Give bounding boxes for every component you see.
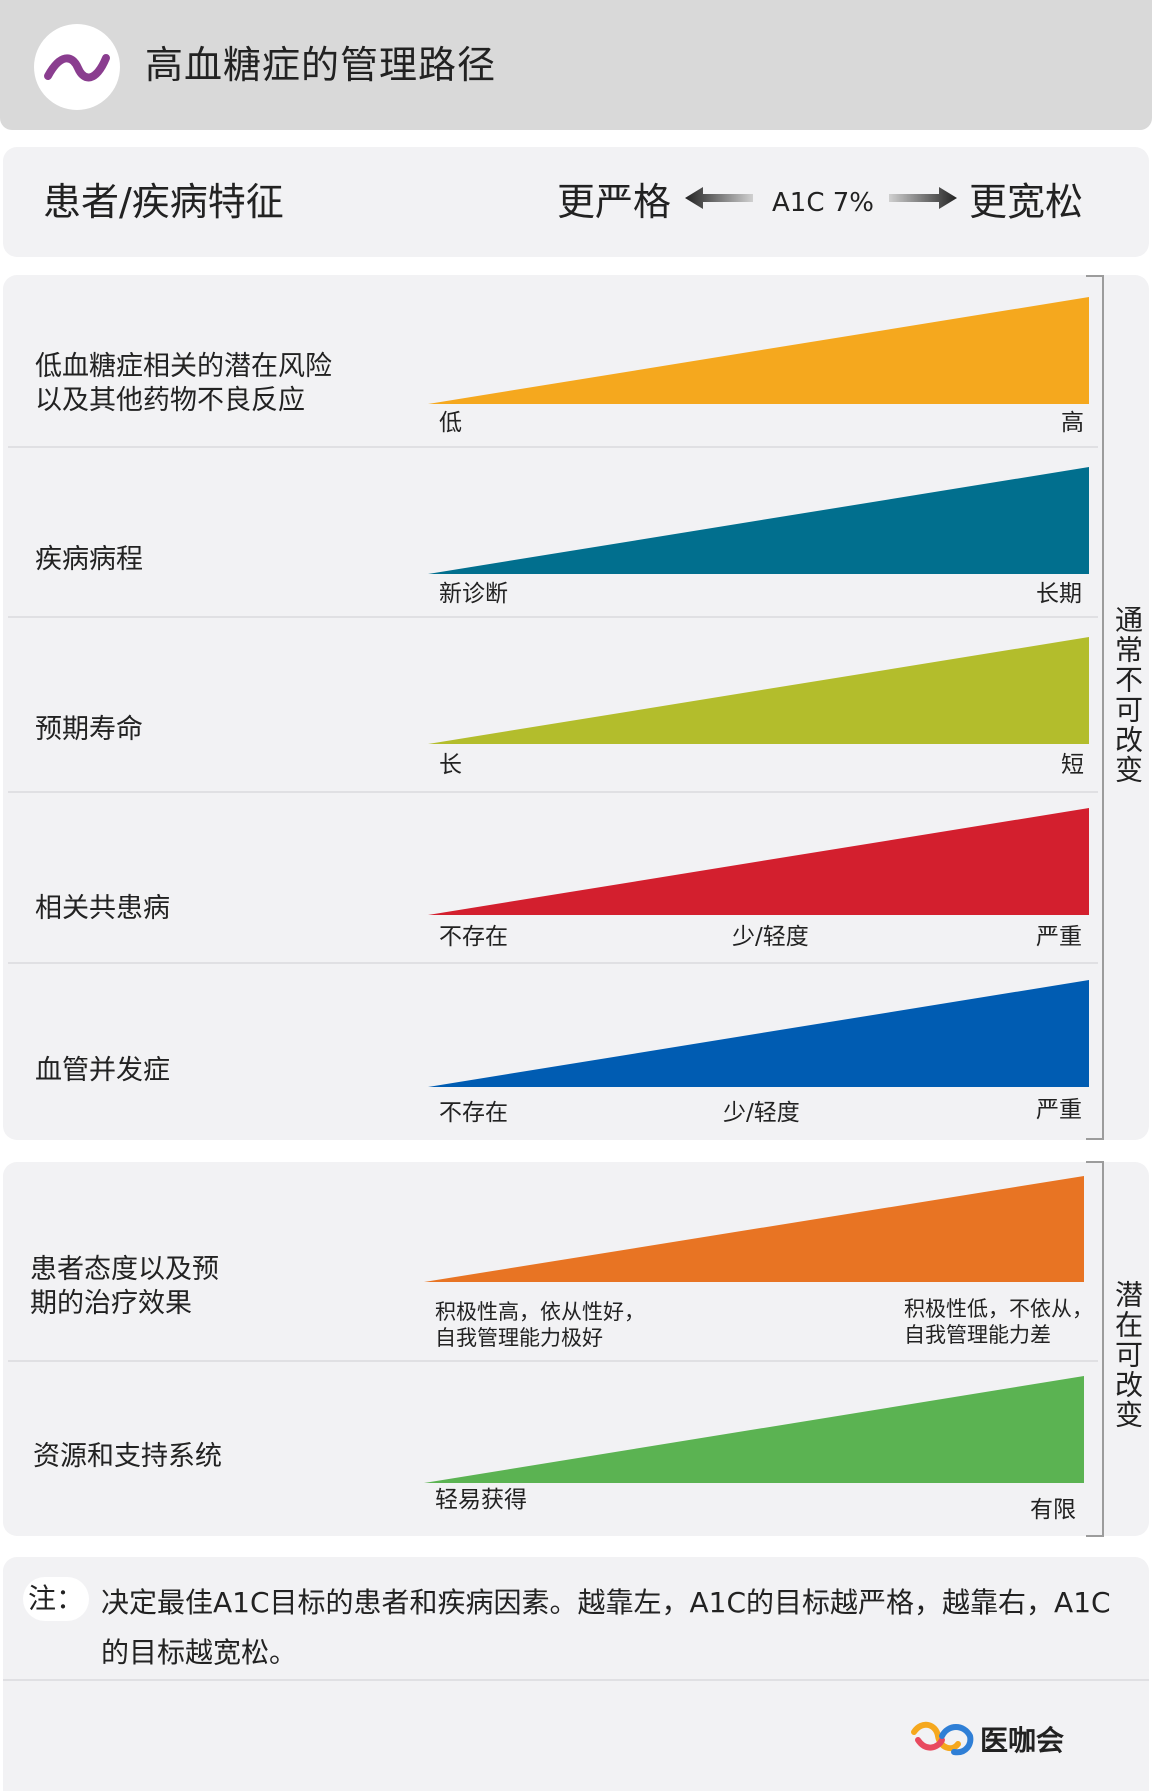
triangle-disease-duration bbox=[428, 467, 1089, 574]
tick-few-mild: 少/轻度 bbox=[723, 1100, 800, 1126]
triangle-life-expectancy bbox=[428, 637, 1089, 744]
triangle-hypoglycemia-risk bbox=[428, 297, 1089, 404]
chain-link-icon bbox=[911, 1721, 974, 1756]
group-bracket-modifiable bbox=[1086, 1161, 1104, 1537]
row-label-vascular-complications: 血管并发症 bbox=[35, 1055, 170, 1086]
row-divider bbox=[8, 616, 1098, 618]
note-divider bbox=[3, 1679, 1149, 1681]
row-label-disease-duration: 疾病病程 bbox=[35, 544, 143, 575]
row-divider bbox=[8, 446, 1098, 448]
triangle-resources-support bbox=[424, 1376, 1084, 1483]
tick-high: 高 bbox=[1061, 410, 1084, 436]
tick-newly-diagnosed: 新诊断 bbox=[439, 581, 508, 607]
tick-long: 长 bbox=[439, 752, 462, 778]
note-text: 决定最佳A1C目标的患者和疾病因素。越靠左，A1C的目标越严格，越靠右，A1C的… bbox=[101, 1586, 1111, 1669]
row-divider bbox=[8, 791, 1098, 793]
row-divider bbox=[8, 962, 1098, 964]
tick-motivated-adherent: 积极性高，依从性好， 自我管理能力极好 bbox=[435, 1300, 645, 1350]
stricter-label: 更严格 bbox=[557, 180, 672, 224]
group-bracket-unchangeable bbox=[1086, 275, 1104, 1140]
group-label-modifiable: 潜在可改变 bbox=[1111, 1280, 1144, 1430]
tick-absent: 不存在 bbox=[439, 924, 508, 950]
triangle-comorbidities bbox=[428, 808, 1089, 915]
tick-severe: 严重 bbox=[1036, 1097, 1082, 1123]
row-label-life-expectancy: 预期寿命 bbox=[35, 714, 143, 745]
row-label-resources-support: 资源和支持系统 bbox=[33, 1441, 222, 1472]
unchangeable-factors-panel: 低血糖症相关的潜在风险 以及其他药物不良反应 低 高 疾病病程 新诊断 长期 预… bbox=[3, 275, 1149, 1140]
row-label-patient-attitude: 患者态度以及预 期的治疗效果 bbox=[30, 1254, 219, 1319]
page-title: 高血糖症的管理路径 bbox=[145, 43, 497, 87]
right-arrow-icon bbox=[889, 187, 957, 209]
note-panel: 注： 决定最佳A1C目标的患者和疾病因素。越靠左，A1C的目标越严格，越靠右，A… bbox=[3, 1557, 1149, 1791]
triangle-patient-attitude bbox=[424, 1176, 1084, 1282]
tick-absent: 不存在 bbox=[439, 1100, 508, 1126]
tick-long-term: 长期 bbox=[1036, 581, 1082, 607]
note-prefix: 注： bbox=[23, 1577, 89, 1621]
group-label-unchangeable: 通常不可改变 bbox=[1111, 605, 1144, 785]
gradient-triangles bbox=[424, 1176, 1084, 1483]
a1c-target-label: A1C 7% bbox=[772, 188, 874, 218]
tick-unmotivated-nonadherent: 积极性低，不依从， 自我管理能力差 bbox=[904, 1297, 1093, 1347]
row-label-comorbidities: 相关共患病 bbox=[35, 893, 170, 924]
modifiable-factors-panel: 患者态度以及预 期的治疗效果 积极性高，依从性好， 自我管理能力极好 积极性低，… bbox=[3, 1162, 1149, 1536]
header-bar: 高血糖症的管理路径 bbox=[0, 0, 1152, 130]
looser-label: 更宽松 bbox=[969, 180, 1084, 224]
tick-short: 短 bbox=[1061, 752, 1084, 778]
gradient-triangles bbox=[428, 297, 1089, 1087]
characteristics-heading: 患者/疾病特征 bbox=[43, 180, 284, 224]
row-divider bbox=[8, 1360, 1098, 1362]
logo-badge bbox=[34, 24, 120, 110]
left-arrow-icon bbox=[685, 187, 753, 209]
tick-limited: 有限 bbox=[1030, 1497, 1076, 1523]
tick-severe: 严重 bbox=[1036, 924, 1082, 950]
tick-readily-available: 轻易获得 bbox=[435, 1487, 527, 1513]
wave-icon bbox=[44, 54, 110, 82]
tick-low: 低 bbox=[439, 410, 462, 436]
brand-name: 医咖会 bbox=[980, 1724, 1065, 1757]
axis-header: 患者/疾病特征 更严格 A1C 7% 更宽松 bbox=[3, 147, 1149, 257]
tick-few-mild: 少/轻度 bbox=[732, 924, 809, 950]
row-label-hypoglycemia-risk: 低血糖症相关的潜在风险 以及其他药物不良反应 bbox=[35, 351, 332, 416]
triangle-vascular-complications bbox=[428, 980, 1089, 1087]
